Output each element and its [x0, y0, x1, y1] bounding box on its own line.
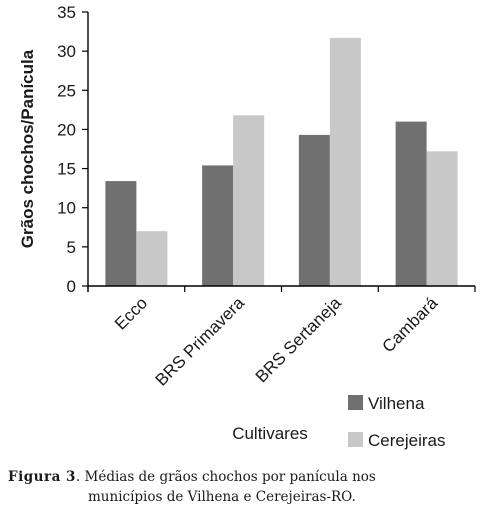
y-tick-label: 35	[57, 3, 76, 22]
y-tick-label: 25	[57, 81, 76, 100]
bar-vilhena-cambará	[395, 121, 427, 286]
x-tick-label: BRS Primavera	[152, 293, 249, 390]
y-axis-title: Grãos chochos/Panícula	[18, 49, 37, 248]
x-axis-title: Cultivares	[232, 424, 308, 443]
legend-swatch-vilhena	[348, 395, 363, 410]
x-tick-label: BRS Sertaneja	[252, 293, 345, 386]
x-tick-label: Ecco	[111, 293, 151, 333]
bar-vilhena-brs-sertaneja	[298, 134, 330, 286]
bars-group	[105, 37, 458, 286]
bar-cerejeiras-cambará	[426, 151, 458, 286]
bar-cerejeiras-ecco	[136, 231, 168, 286]
bar-cerejeiras-brs-sertaneja	[329, 37, 361, 286]
caption-line-1: . Médias de grãos chochos por panícula n…	[75, 469, 376, 485]
bar-chart: 0 5 10 15 20 25 30 35 Ecco BRS Primavera BRS Sert…	[18, 3, 476, 450]
legend: Vilhena Cerejeiras	[348, 394, 445, 450]
x-tick-label: Cambará	[379, 293, 442, 356]
caption-label: Figura 3	[8, 469, 76, 485]
y-tick-label: 0	[67, 277, 76, 296]
y-tick-label: 10	[57, 199, 76, 218]
bar-vilhena-ecco	[105, 181, 137, 286]
legend-label-vilhena: Vilhena	[368, 394, 425, 413]
legend-swatch-cerejeiras	[348, 432, 363, 447]
x-labels-group: Ecco BRS Primavera BRS Sertaneja Cambará	[111, 293, 442, 390]
y-tick-label: 15	[57, 160, 76, 179]
y-tick-label: 20	[57, 120, 76, 139]
caption-line-2: municípios de Vilhena e Cerejeiras-RO.	[88, 489, 356, 505]
axes-group	[87, 12, 476, 292]
y-tick-label: 5	[67, 238, 76, 257]
y-ticks-group: 0 5 10 15 20 25 30 35	[57, 3, 88, 296]
bar-vilhena-brs-primavera	[202, 165, 234, 286]
figure-caption: Figura 3. Médias de grãos chochos por pa…	[8, 467, 478, 507]
legend-label-cerejeiras: Cerejeiras	[368, 431, 445, 450]
y-tick-label: 30	[57, 42, 76, 61]
bar-cerejeiras-brs-primavera	[233, 115, 265, 286]
